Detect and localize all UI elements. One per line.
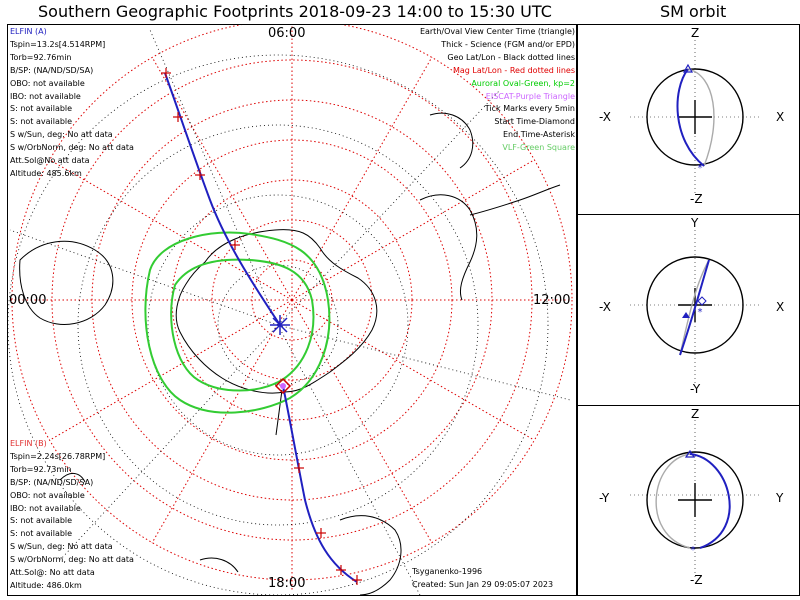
elfin-a-track [164, 72, 281, 326]
legend-entry: End Time-Asterisk [502, 130, 575, 140]
svg-text:*: * [691, 545, 696, 556]
local-time-label-right: 12:00 [533, 293, 571, 308]
sm-orbit-title: SM orbit [660, 2, 727, 21]
elfin-b-info-line: Tspin=2.24s[26.78RPM] [10, 451, 106, 461]
sm-panel-1-graphics: * [630, 40, 760, 195]
elfin-a-header: ELFIN (A) [10, 27, 47, 36]
end-time-asterisk [270, 315, 290, 335]
elfin-a-info-line: Torb=92.76min [10, 52, 72, 62]
legend-entry: Start Time-Diamond [494, 117, 575, 127]
elfin-b-info-line: Torb=92.73min [10, 464, 72, 474]
elfin-b-info-line: OBO: not available [10, 490, 85, 500]
sm-panel-3-axis-left: -Y [599, 491, 610, 505]
elfin-b-info-line: Altitude: 486.0km [10, 580, 82, 590]
model-label: Tsyganenko-1996 [412, 567, 483, 576]
legend-entry: EISCAT-Purple Triangle [485, 91, 575, 101]
elfin-b-info-line: S w/Sun, deg: No att data [10, 542, 113, 552]
mag-lon-spokes [10, 25, 572, 590]
elfin-a-info-line: IBO: not available [10, 91, 81, 101]
sm-panel-1-axis-bottom: -Z [690, 192, 703, 206]
elfin-b-info-line: S w/OrbNorm, deg: No att data [10, 555, 134, 565]
elfin-b-track [282, 385, 358, 583]
elfin-b-info-line: B/SP: (NA/ND/SD/SA) [10, 477, 94, 487]
coastlines [19, 112, 561, 595]
legend-entry: Auroral Oval-Green, kp=2 [471, 78, 575, 88]
auroral-ovals [144, 231, 331, 414]
sm-panel-1-axis-right: X [776, 110, 785, 124]
geo-lat-circles [8, 54, 549, 595]
sm-panel-2-axis-left: -X [599, 300, 611, 314]
sm-panel-2-axis-right: X [776, 300, 785, 314]
sm-panel-3-axis-bottom: -Z [690, 573, 703, 587]
legend-entry: VLF-Green Square [502, 143, 575, 153]
elfin-b-info-line: IBO: not available [10, 503, 81, 513]
elfin-a-info-line: Tspin=13.2s[4.514RPM] [10, 39, 106, 49]
sm-panel-2-graphics: * [630, 230, 760, 385]
sm-panel-3-graphics: * [630, 420, 760, 580]
local-time-label-top: 06:00 [268, 26, 306, 41]
local-time-label-left: 00:00 [9, 293, 47, 308]
elfin-a-info: ELFIN (A) Tspin=13.2s[4.514RPM] Torb=92.7… [10, 26, 134, 181]
legend-entry: Thick - Science (FGM and/or EPD) [441, 39, 575, 49]
svg-text:*: * [698, 163, 703, 174]
created-label: Created: Sun Jan 29 09:05:07 2023 [412, 580, 554, 589]
elfin-a-info-line: OBO: not available [10, 78, 85, 88]
sm-panel-1-axis-top: Z [691, 26, 700, 40]
elfin-b-info-line: S: not available [10, 516, 73, 526]
elfin-a-info-line: B/SP: (NA/ND/SD/SA) [10, 65, 94, 75]
five-minute-ticks [161, 68, 362, 585]
sm-panel-2-axis-bottom: -Y [690, 382, 701, 396]
elfin-b-info: ELFIN (B) Tspin=2.24s[26.78RPM] Torb=92.7… [10, 438, 134, 593]
legend: Earth/Oval View Center Time (triangle) Th… [420, 26, 575, 155]
sm-panel-2-axis-top: Y [691, 216, 699, 230]
elfin-a-info-line: S w/Sun, deg: No att data [10, 130, 113, 140]
elfin-a-info-line: Altitude: 485.6km [10, 168, 82, 178]
elfin-b-header: ELFIN (B) [10, 439, 47, 448]
elfin-a-info-line: S: not available [10, 104, 73, 114]
elfin-b-info-line: S: not available [10, 529, 73, 539]
legend-entry: Tick Marks every 5min [484, 104, 575, 114]
legend-entry: Mag Lat/Lon - Red dotted lines [452, 65, 575, 75]
legend-entry: Earth/Oval View Center Time (triangle) [419, 27, 575, 36]
start-time-diamond [274, 377, 292, 395]
elfin-a-info-line: Att.Sol@No att data [10, 156, 90, 166]
elfin-b-info-line: Att.Sol@: No att data [10, 568, 95, 578]
svg-text:*: * [698, 307, 703, 318]
elfin-a-info-line: S: not available [10, 117, 73, 127]
local-time-label-bottom: 18:00 [268, 576, 306, 591]
sm-panel-1-axis-left: -X [599, 110, 611, 124]
sm-panel-3-axis-top: Z [691, 407, 700, 421]
sm-panel-3-axis-right: Y [776, 491, 784, 505]
page-title: Southern Geographic Footprints 2018-09-2… [38, 2, 552, 21]
legend-entry: Geo Lat/Lon - Black dotted lines [447, 52, 575, 62]
elfin-a-info-line: S w/OrbNorm, deg: No att data [10, 143, 134, 153]
polar-map-frame [7, 24, 577, 596]
geo-lon-spokes [9, 29, 571, 595]
